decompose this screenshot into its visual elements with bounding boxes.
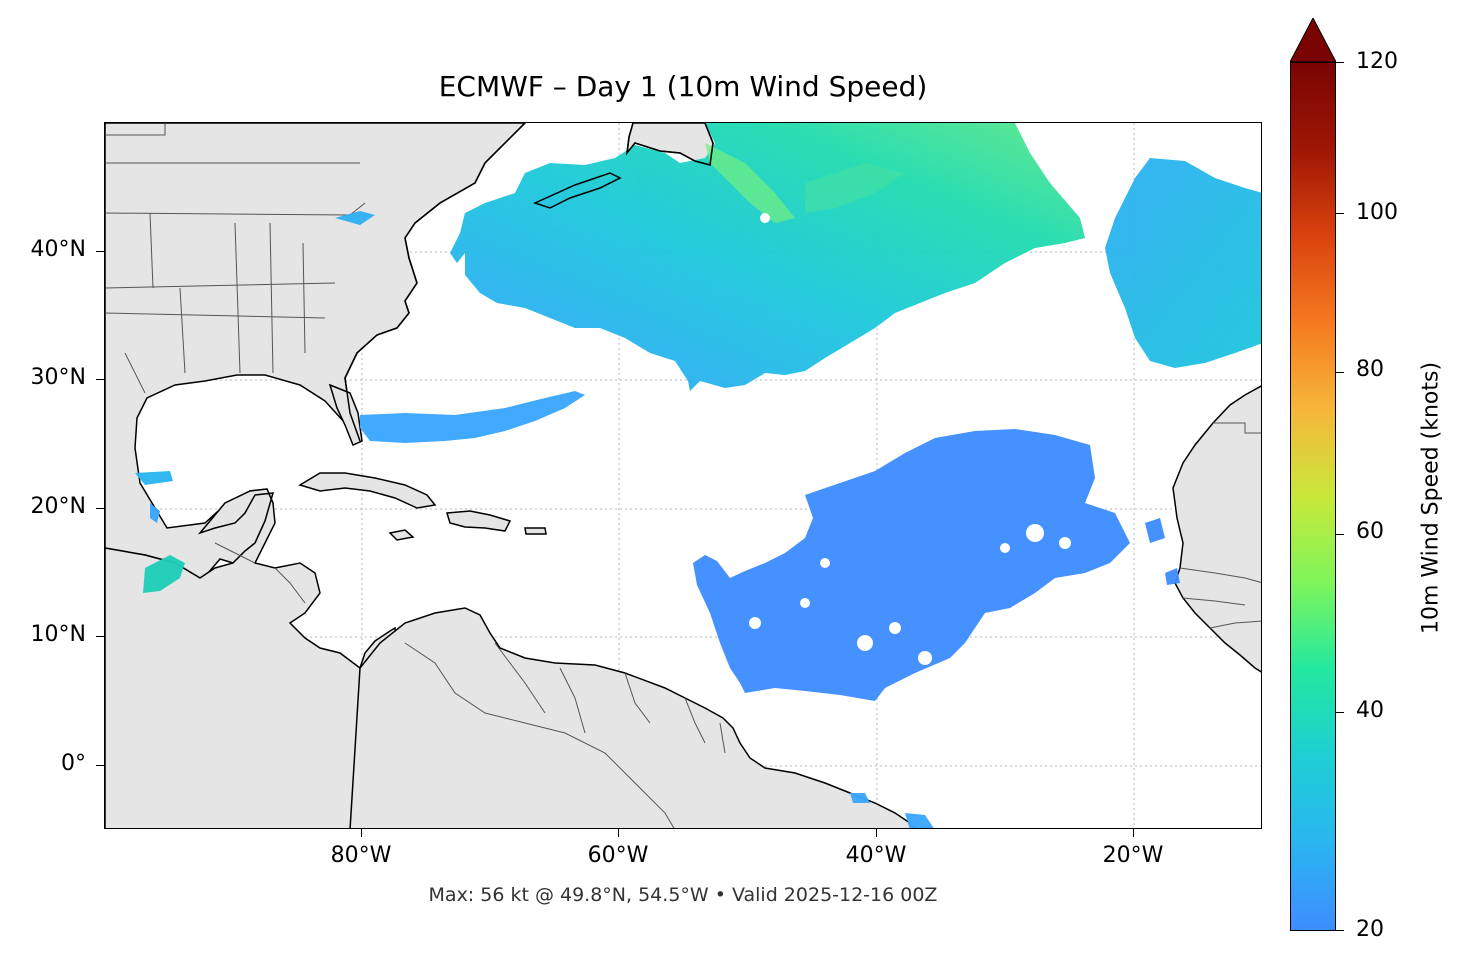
- land-jamaica: [388, 529, 415, 541]
- wind-patch-ne-brazil: [905, 813, 934, 828]
- colorbar-tick-label: 100: [1356, 200, 1398, 225]
- lat-tickmark-40: [96, 251, 104, 252]
- map-panel[interactable]: [104, 122, 1262, 829]
- map-title: ECMWF – Day 1 (10m Wind Speed): [438, 70, 928, 103]
- lat-tick-label: 40°N: [30, 237, 86, 262]
- lat-tickmark-10: [96, 636, 104, 637]
- lon-tickmark-60w: [618, 829, 619, 837]
- wind-patch-cape-cod: [335, 211, 375, 225]
- colorbar-tick-label: 80: [1356, 357, 1384, 382]
- colorbar-tick-label: 40: [1356, 698, 1384, 723]
- country-borders: [105, 123, 1261, 828]
- colorbar-tickmark: [1336, 534, 1344, 535]
- lat-tickmark-20: [96, 508, 104, 509]
- land-puerto-rico: [524, 527, 547, 535]
- wind-patch-west-africa: [1145, 518, 1165, 543]
- land-cuba: [298, 472, 437, 509]
- wind-patch-brazil: [850, 793, 870, 803]
- lat-tick-label: 20°N: [30, 494, 86, 519]
- lon-tick-label: 20°W: [1102, 843, 1164, 868]
- lon-tick-label: 60°W: [587, 843, 649, 868]
- colorbar-extend-arrow: [1290, 18, 1336, 63]
- colorbar-tickmark: [1336, 372, 1344, 373]
- lon-tick-label: 80°W: [330, 843, 392, 868]
- wind-patch-pacific-gt: [143, 555, 185, 593]
- wind-streak-ne: [805, 163, 905, 213]
- map-canvas: [105, 123, 1261, 828]
- land-africa: [1172, 385, 1261, 673]
- max-wind-caption: Max: 56 kt @ 49.8°N, 54.5°W • Valid 2025…: [428, 884, 938, 906]
- lat-tick-label: 30°N: [30, 365, 86, 390]
- wind-speed-field: [135, 123, 1261, 828]
- wind-region-east-atlantic: [1105, 158, 1261, 368]
- wind-region-north-atlantic: [450, 123, 1085, 391]
- wind-patch-yucatan: [135, 471, 173, 485]
- land-south-america: [349, 607, 915, 828]
- land-florida: [328, 383, 363, 447]
- wind-region-tropical-atlantic: [693, 429, 1130, 701]
- lon-tickmark-40w: [876, 829, 877, 837]
- wind-region-florida-streak: [360, 391, 585, 443]
- lat-tickmark-30: [96, 379, 104, 380]
- wind-patch-cape-verde: [1165, 568, 1180, 585]
- colorbar-tickmark: [1336, 930, 1344, 931]
- colorbar-tick-label: 120: [1356, 49, 1398, 74]
- colorbar-tick-label: 20: [1356, 917, 1384, 942]
- land-hispaniola: [446, 510, 512, 532]
- colorbar-tickmark: [1336, 213, 1344, 214]
- coastlines: [344, 123, 714, 442]
- colorbar-tick-label: 60: [1356, 519, 1384, 544]
- lat-tick-label: 10°N: [30, 622, 86, 647]
- lon-tickmark-80w: [361, 829, 362, 837]
- wind-patch-bay-campeche: [150, 503, 160, 523]
- colorbar-tickmark: [1336, 712, 1344, 713]
- wind-max-core: [705, 143, 795, 223]
- lon-tick-label: 40°W: [845, 843, 907, 868]
- colorbar-label: 10m Wind Speed (knots): [1418, 361, 1444, 635]
- colorbar-tickmark: [1336, 62, 1344, 63]
- colorbar: [1290, 62, 1336, 931]
- lat-tickmark-0: [96, 765, 104, 766]
- lon-tickmark-20w: [1133, 829, 1134, 837]
- lat-tick-label: 0°: [61, 751, 86, 776]
